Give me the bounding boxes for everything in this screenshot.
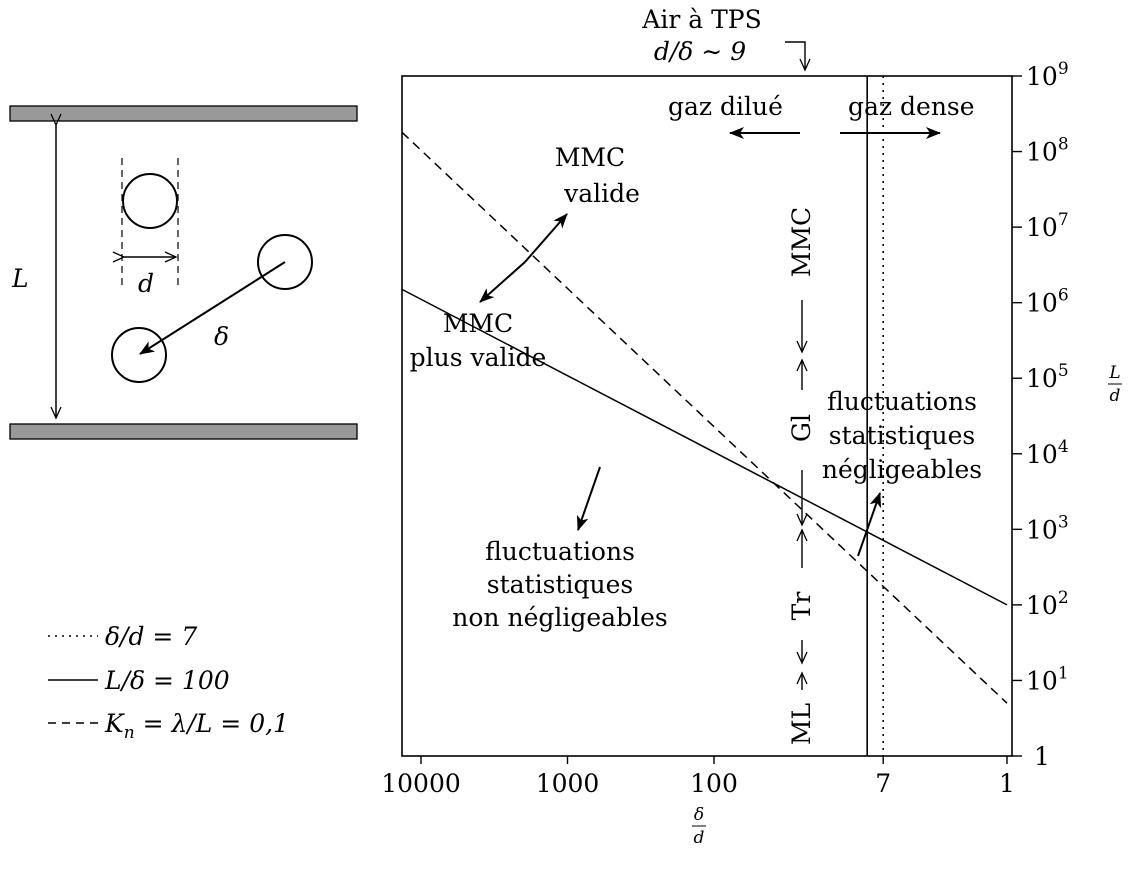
series-line-L-delta-100 xyxy=(401,288,1008,606)
gaz-dilue-label: gaz dilué xyxy=(668,92,783,121)
y-tick-label: 102 xyxy=(1026,588,1069,620)
d-label: d xyxy=(138,269,154,298)
kn-sub: n xyxy=(124,723,135,743)
tr-vertical-label: Tr xyxy=(787,592,816,621)
y-tick-label: 106 xyxy=(1026,286,1069,318)
gaz-dense-label: gaz dense xyxy=(848,92,975,121)
y-tick-label: 103 xyxy=(1026,512,1069,544)
y-axis-title: L d xyxy=(1108,363,1122,406)
x-axis-title-num: δ xyxy=(694,805,704,825)
legend: δ/d = 7 L/δ = 100 Kn = λ/L = 0,1 xyxy=(48,622,289,743)
fluct-non-neg-line2: statistiques xyxy=(487,570,633,599)
molecule-3 xyxy=(111,327,167,383)
x-tick-label: 1000 xyxy=(536,769,600,798)
fluct-non-neg-line1: fluctuations xyxy=(485,537,635,566)
mmc-plus-valide-line1: MMC xyxy=(443,309,513,338)
fluct-neg-line3: négligeables xyxy=(822,455,982,484)
delta-arrow xyxy=(139,261,286,355)
fluct-neg-arrow xyxy=(857,492,882,557)
kn-lhs: K xyxy=(104,709,125,738)
bottom-wall xyxy=(9,423,358,440)
L-label: L xyxy=(11,264,29,293)
series-line-knudsen-0-1 xyxy=(401,131,1008,704)
tr-label-bg xyxy=(786,578,816,634)
fluct-neg-line2: statistiques xyxy=(829,421,975,450)
schematic: L d δ xyxy=(9,105,358,440)
top-wall xyxy=(9,105,358,122)
y-tick-label: 104 xyxy=(1026,437,1069,469)
y-axis-title-den: d xyxy=(1110,386,1121,406)
fluct-non-neg-line3: non négligeables xyxy=(452,603,667,632)
y-axis-ticks: 1 101 102 103 104 105 106 107 108 109 xyxy=(1012,59,1069,771)
ml-label-bg xyxy=(786,695,816,753)
mmc-valide-line1: MMC xyxy=(555,143,625,172)
y-tick-label: 1 xyxy=(1034,742,1050,771)
y-tick-label: 107 xyxy=(1026,210,1069,242)
plot: 10000 1000 100 7 1 1 101 102 103 104 105 106 107 108… xyxy=(381,59,1068,798)
mmc-plus-valide-line2: plus valide xyxy=(410,343,547,372)
gl-label-bg xyxy=(786,395,816,465)
x-tick-label: 1 xyxy=(999,769,1015,798)
y-tick-label: 109 xyxy=(1026,59,1069,91)
y-tick-label: 108 xyxy=(1026,135,1069,167)
mmc-valide-arrow xyxy=(524,213,568,263)
y-axis-title-num: L xyxy=(1108,363,1120,383)
air-tps-line2: d/δ ∼ 9 xyxy=(654,37,746,66)
legend-dashed-label: Kn = λ/L = 0,1 xyxy=(104,709,289,743)
y-tick-label: 105 xyxy=(1026,361,1069,393)
air-tps-line1: Air à TPS xyxy=(641,5,761,34)
delta-label: δ xyxy=(214,322,229,351)
mmc-label-bg xyxy=(786,188,816,296)
molecule-2 xyxy=(257,234,313,290)
kn-rhs: = λ/L = 0,1 xyxy=(135,709,289,738)
legend-dotted-label: δ/d = 7 xyxy=(105,622,197,651)
x-tick-label: 10000 xyxy=(381,769,461,798)
plot-frame xyxy=(401,75,1013,757)
x-axis-title: δ d xyxy=(692,805,706,848)
x-axis-title-den: d xyxy=(694,828,705,848)
mmc-valide-line2: valide xyxy=(563,179,640,208)
x-tick-label: 7 xyxy=(875,769,891,798)
air-tps-pointer xyxy=(785,41,811,72)
molecule-1 xyxy=(122,173,178,229)
x-axis-ticks: 10000 1000 100 7 1 xyxy=(381,756,1015,798)
ml-vertical-label: ML xyxy=(787,703,816,745)
fluct-non-neg-arrow xyxy=(576,466,601,531)
y-tick-label: 101 xyxy=(1026,663,1069,695)
mmc-vertical-label: MMC xyxy=(787,207,816,277)
legend-solid-label: L/δ = 100 xyxy=(104,666,230,695)
mmc-plus-valide-arrow xyxy=(479,261,526,303)
fluct-neg-line1: fluctuations xyxy=(827,387,977,416)
gl-vertical-label: Gl xyxy=(787,414,816,442)
x-tick-label: 100 xyxy=(690,769,738,798)
air-tps-annotation: Air à TPS d/δ ∼ 9 xyxy=(641,5,811,72)
